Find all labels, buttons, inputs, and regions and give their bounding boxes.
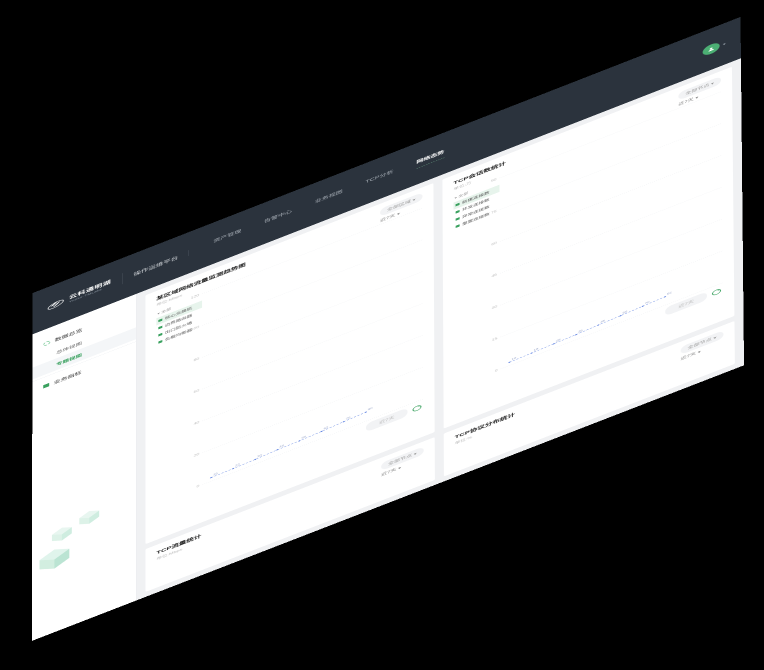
svg-text:50: 50 xyxy=(301,435,306,439)
svg-text:28: 28 xyxy=(556,338,561,342)
svg-text:30: 30 xyxy=(257,454,262,458)
svg-text:58: 58 xyxy=(622,310,627,314)
svg-text:82: 82 xyxy=(667,291,672,295)
svg-text:48: 48 xyxy=(600,319,605,323)
svg-text:90: 90 xyxy=(368,407,373,411)
svg-text:18: 18 xyxy=(534,347,539,351)
svg-text:22: 22 xyxy=(235,463,240,467)
svg-text:62: 62 xyxy=(324,426,329,430)
